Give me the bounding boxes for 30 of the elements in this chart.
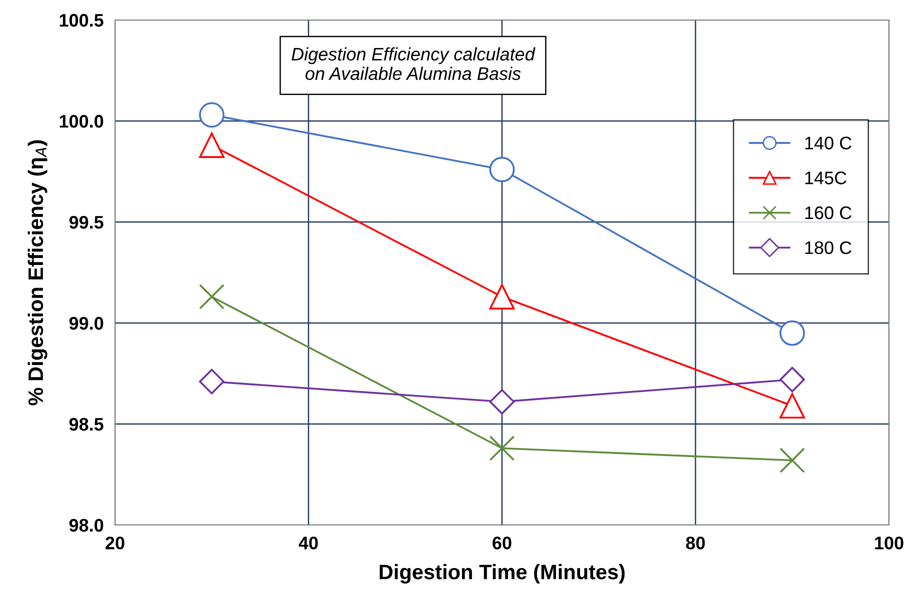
point [780,366,805,392]
point [489,389,515,414]
legend-label: 145C [805,172,846,184]
y-tick-label: 98.0 [69,518,104,532]
y-tick-label: 98.5 [69,418,104,431]
y-tick-label: 99.5 [69,216,104,229]
x-tick-label: 80 [686,536,705,550]
legend-label: 160 C [805,206,852,220]
point [489,156,515,182]
x-tick-label: 100 [875,536,904,550]
legend-label: 140 C [805,136,852,150]
point [199,132,224,158]
annotation: Digestion Efficiency calculated on Available Alumina Basis [292,47,536,80]
point [199,102,224,128]
point [780,448,805,474]
point [780,393,805,419]
point [489,284,515,310]
y-axis-title: % Digestion Efficiency (η$_{A}$) [28,140,48,406]
x-tick-label: 60 [492,536,512,550]
x-tick-label: 20 [106,536,124,550]
x-tick-label: 40 [298,536,318,550]
y-tick-label: 99.0 [69,316,104,330]
y-tick-label: 100.0 [60,114,104,128]
x-axis-title: Digestion Time (Minutes) [380,564,625,584]
point [780,320,805,346]
point [489,436,515,461]
point [199,368,224,394]
y-tick-label: 100.5 [60,14,104,27]
legend-label: 180 C [805,241,852,254]
point [199,284,224,310]
